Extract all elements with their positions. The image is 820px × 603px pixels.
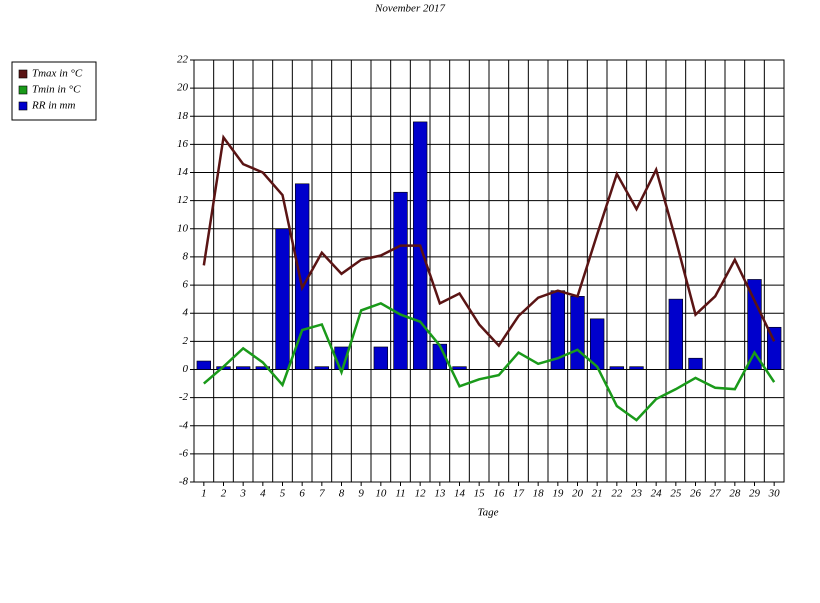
x-tick-label: 6	[299, 488, 305, 500]
y-tick-label: 4	[183, 307, 189, 319]
x-tick-label: 28	[729, 488, 741, 500]
x-tick-label: 15	[474, 488, 486, 500]
bar	[766, 326, 782, 370]
legend-swatch	[18, 101, 28, 111]
y-tick-label: 18	[177, 110, 189, 122]
y-tick-label: -4	[179, 419, 189, 431]
bar	[255, 366, 271, 370]
x-tick-label: 19	[552, 488, 564, 500]
bar	[609, 366, 625, 370]
y-tick-label: 0	[183, 363, 189, 375]
x-tick-label: 4	[260, 488, 266, 500]
x-tick-label: 5	[280, 488, 286, 500]
x-tick-label: 8	[339, 488, 345, 500]
chart-title: November 2017	[374, 3, 445, 15]
x-tick-label: 7	[319, 488, 325, 500]
x-tick-label: 2	[221, 488, 227, 500]
legend-label: Tmin in °C	[32, 84, 81, 96]
x-tick-label: 14	[454, 488, 466, 500]
y-tick-label: 22	[177, 54, 189, 66]
line	[202, 134, 776, 348]
x-tick-label: 1	[201, 488, 207, 500]
legend-swatch	[18, 85, 28, 95]
bar	[589, 318, 605, 370]
bar	[452, 366, 467, 370]
x-tick-label: 12	[415, 488, 427, 500]
bar	[196, 360, 212, 370]
x-tick-label: 24	[651, 488, 663, 500]
bar	[688, 357, 703, 370]
y-tick-label: 12	[177, 194, 189, 206]
x-tick-label: 17	[513, 488, 525, 500]
bar	[235, 366, 251, 370]
y-tick-label: 16	[177, 138, 189, 150]
bar	[314, 366, 330, 370]
x-tick-label: 13	[434, 488, 446, 500]
bar	[373, 346, 389, 370]
x-tick-label: 23	[631, 488, 643, 500]
x-tick-label: 11	[395, 488, 405, 500]
y-tick-label: 20	[177, 82, 189, 94]
legend-label: RR in mm	[31, 100, 75, 112]
x-tick-label: 18	[533, 488, 545, 500]
y-tick-label: 14	[177, 166, 189, 178]
x-tick-label: 26	[690, 488, 702, 500]
y-tick-label: -2	[179, 391, 189, 403]
bar	[393, 191, 408, 370]
x-tick-label: 30	[768, 488, 781, 500]
y-tick-label: 2	[183, 335, 189, 347]
line	[203, 301, 776, 422]
bar	[747, 279, 762, 370]
bar	[570, 296, 585, 370]
x-tick-label: 16	[493, 488, 505, 500]
bar	[629, 366, 644, 370]
y-tick-label: -8	[179, 476, 189, 488]
legend-label: Tmax in °C	[32, 68, 83, 80]
x-tick-label: 20	[572, 488, 584, 500]
legend-swatch	[18, 69, 28, 79]
x-tick-label: 21	[592, 488, 603, 500]
y-tick-label: -6	[179, 447, 189, 459]
bar	[668, 298, 684, 370]
y-tick-label: 6	[183, 279, 189, 291]
y-tick-label: 10	[177, 222, 189, 234]
x-tick-label: 10	[375, 488, 387, 500]
bar	[275, 228, 290, 370]
y-tick-label: 8	[183, 250, 189, 262]
x-tick-label: 22	[611, 488, 623, 500]
x-tick-label: 27	[710, 488, 722, 500]
x-tick-label: 25	[670, 488, 682, 500]
x-tick-label: 3	[239, 488, 246, 500]
x-tick-label: 29	[749, 488, 761, 500]
x-axis-label: Tage	[478, 507, 499, 519]
x-tick-label: 9	[358, 488, 364, 500]
